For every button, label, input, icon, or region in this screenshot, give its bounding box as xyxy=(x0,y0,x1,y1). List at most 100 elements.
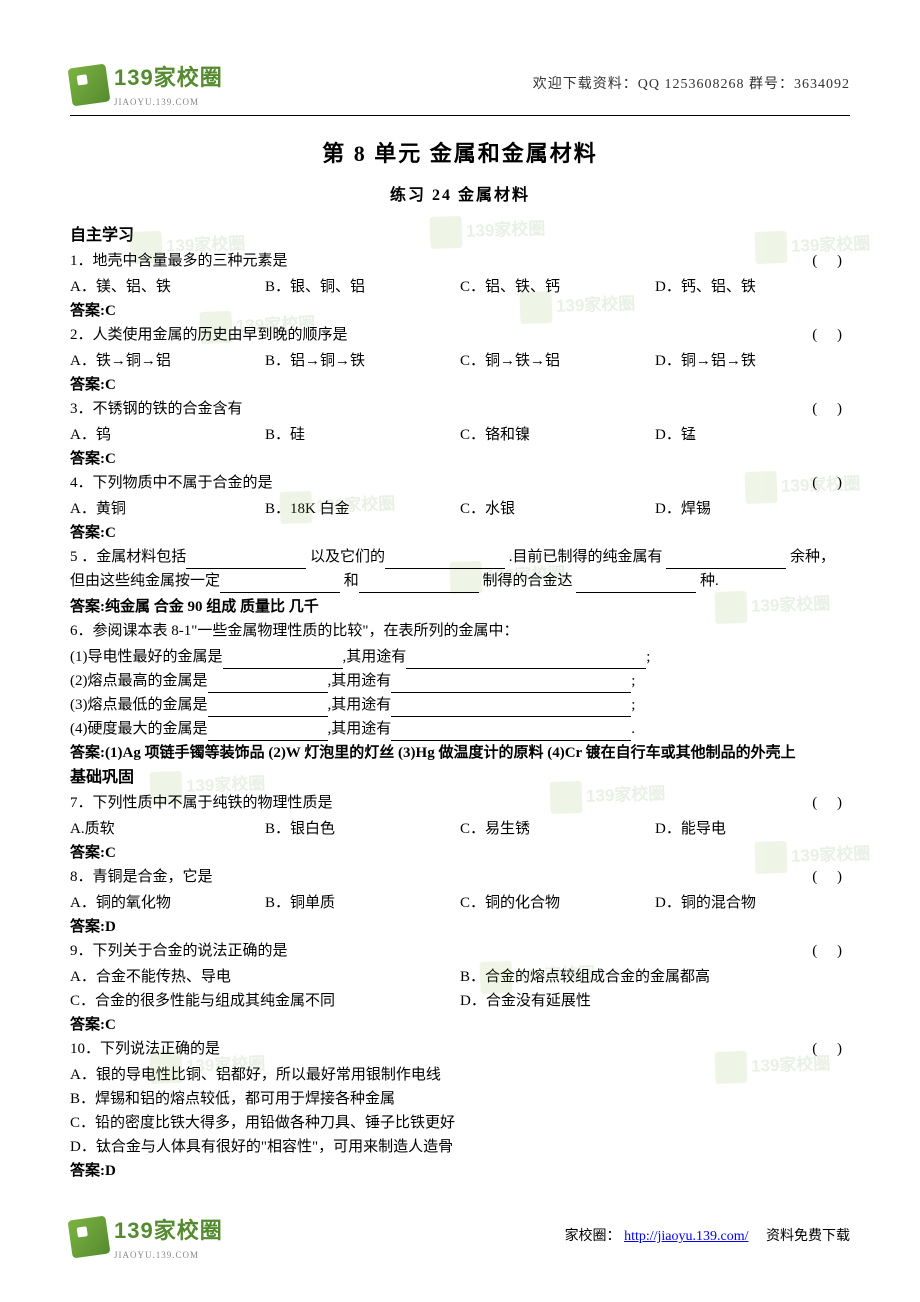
footer-logo: 139家校圈 JIAOYU.139.COM xyxy=(70,1213,223,1263)
q9-opt-c: C．合金的很多性能与组成其纯金属不同 xyxy=(70,989,460,1013)
blank xyxy=(223,651,343,669)
section-autonomous-learning: 自主学习 xyxy=(70,223,850,249)
q10-opt-c: C．铅的密度比铁大得多，用铅做各种刀具、锤子比铁更好 xyxy=(70,1111,850,1135)
answer-paren: ( ) xyxy=(812,323,850,347)
q8-opt-d: D．铜的混合物 xyxy=(655,891,850,915)
q8-opt-b: B．铜单质 xyxy=(265,891,460,915)
q6-l3a: (3)熔点最低的金属是 xyxy=(70,697,208,713)
footer-label: 家校圈： xyxy=(565,1229,621,1244)
q1-opt-d: D．钙、铝、铁 xyxy=(655,275,850,299)
answer-paren: ( ) xyxy=(812,791,850,815)
q10-options: A．银的导电性比铜、铝都好，所以最好常用银制作电线 B．焊锡和铝的熔点较低，都可… xyxy=(70,1063,850,1159)
q3-opt-c: C．铬和镍 xyxy=(460,423,655,447)
q2-opt-b: B．铝→铜→铁 xyxy=(265,349,460,373)
footer-link[interactable]: http://jiaoyu.139.com/ xyxy=(624,1229,748,1244)
q6-l2b: ,其用途有 xyxy=(328,673,392,689)
q3-options: A．钨 B．硅 C．铬和镍 D．锰 xyxy=(70,423,850,447)
q6-line1: (1)导电性最好的金属是,其用途有; xyxy=(70,645,850,669)
q4-options: A．黄铜 B．18K 白金 C．水银 D．焊锡 xyxy=(70,497,850,521)
blank xyxy=(359,575,479,593)
q6-line3: (3)熔点最低的金属是,其用途有; xyxy=(70,693,850,717)
q7-opt-a: A.质软 xyxy=(70,817,265,841)
q1-opt-b: B．银、铜、铝 xyxy=(265,275,460,299)
question-2: 2．人类使用金属的历史由早到晚的顺序是 ( ) xyxy=(70,323,850,347)
unit-title: 第 8 单元 金属和金属材料 xyxy=(70,136,850,171)
q1-options: A．镁、铝、铁 B．银、铜、铝 C．铝、铁、钙 D．钙、铝、铁 xyxy=(70,275,850,299)
section-basics: 基础巩固 xyxy=(70,765,850,791)
footer-text: 家校圈： http://jiaoyu.139.com/ 资料免费下载 xyxy=(565,1226,850,1248)
q3-opt-b: B．硅 xyxy=(265,423,460,447)
q8-options: A．铜的氧化物 B．铜单质 C．铜的化合物 D．铜的混合物 xyxy=(70,891,850,915)
question-10: 10．下列说法正确的是 ( ) xyxy=(70,1037,850,1061)
answer-paren: ( ) xyxy=(812,397,850,421)
q9-answer: 答案:C xyxy=(70,1013,850,1037)
page-footer: 139家校圈 JIAOYU.139.COM 家校圈： http://jiaoyu… xyxy=(70,1213,850,1263)
logo-sub-text: JIAOYU.139.COM xyxy=(114,95,223,109)
q6-l1b: ,其用途有 xyxy=(343,649,407,665)
q1-text: 1．地壳中含量最多的三种元素是 xyxy=(70,253,288,269)
question-3: 3．不锈钢的铁的合金含有 ( ) xyxy=(70,397,850,421)
blank xyxy=(406,651,646,669)
answer-paren: ( ) xyxy=(812,249,850,273)
logo: 139家校圈 JIAOYU.139.COM xyxy=(70,60,223,110)
q5-text-5: 和 xyxy=(344,573,359,589)
blank xyxy=(391,699,631,717)
blank xyxy=(186,551,306,569)
q6-answer: 答案:(1)Ag 项链手镯等装饰品 (2)W 灯泡里的灯丝 (3)Hg 做温度计… xyxy=(70,741,850,765)
logo-icon xyxy=(68,1216,111,1259)
question-1: 1．地壳中含量最多的三种元素是 ( ) xyxy=(70,249,850,273)
q2-opt-c: C．铜→铁→铝 xyxy=(460,349,655,373)
q10-text: 10．下列说法正确的是 xyxy=(70,1041,220,1057)
blank xyxy=(208,675,328,693)
q10-opt-b: B．焊锡和铝的熔点较低，都可用于焊接各种金属 xyxy=(70,1087,850,1111)
q1-opt-a: A．镁、铝、铁 xyxy=(70,275,265,299)
q8-opt-a: A．铜的氧化物 xyxy=(70,891,265,915)
q4-opt-a: A．黄铜 xyxy=(70,497,265,521)
blank xyxy=(220,575,340,593)
logo-main-text: 139家校圈 xyxy=(114,60,223,95)
blank xyxy=(208,699,328,717)
blank xyxy=(391,675,631,693)
q9-opt-d: D．合金没有延展性 xyxy=(460,989,850,1013)
q2-options: A．铁→铜→铝 B．铝→铜→铁 C．铜→铁→铝 D．铜→铝→铁 xyxy=(70,349,850,373)
q9-text: 9．下列关于合金的说法正确的是 xyxy=(70,943,288,959)
blank xyxy=(208,723,328,741)
page-header: 139家校圈 JIAOYU.139.COM 欢迎下载资料：QQ 12536082… xyxy=(70,60,850,116)
q6-l2a: (2)熔点最高的金属是 xyxy=(70,673,208,689)
answer-paren: ( ) xyxy=(812,1037,850,1061)
q1-opt-c: C．铝、铁、钙 xyxy=(460,275,655,299)
question-5: 5 ．金属材料包括 以及它们的 .目前已制得的纯金属有 余种，但由这些纯金属按一… xyxy=(70,545,850,593)
q4-opt-d: D．焊锡 xyxy=(655,497,850,521)
answer-paren: ( ) xyxy=(812,471,850,495)
q2-opt-a: A．铁→铜→铝 xyxy=(70,349,265,373)
q6-l4c: . xyxy=(631,721,635,737)
q3-opt-d: D．锰 xyxy=(655,423,850,447)
q7-options: A.质软 B．银白色 C．易生锈 D．能导电 xyxy=(70,817,850,841)
q5-answer: 答案:纯金属 合金 90 组成 质量比 几千 xyxy=(70,595,850,619)
q6-line4: (4)硬度最大的金属是,其用途有. xyxy=(70,717,850,741)
q2-opt-d: D．铜→铝→铁 xyxy=(655,349,850,373)
q4-opt-c: C．水银 xyxy=(460,497,655,521)
question-7: 7．下列性质中不属于纯铁的物理性质是 ( ) xyxy=(70,791,850,815)
q8-answer: 答案:D xyxy=(70,915,850,939)
q4-opt-b: B．18K 白金 xyxy=(265,497,460,521)
header-info: 欢迎下载资料：QQ 1253608268 群号：3634092 xyxy=(533,74,850,96)
q10-opt-a: A．银的导电性比铜、铝都好，所以最好常用银制作电线 xyxy=(70,1063,850,1087)
q6-l3c: ; xyxy=(631,697,635,713)
blank xyxy=(391,723,631,741)
question-8: 8．青铜是合金，它是 ( ) xyxy=(70,865,850,889)
q2-text: 2．人类使用金属的历史由早到晚的顺序是 xyxy=(70,327,348,343)
q9-options: A．合金不能传热、导电 B．合金的熔点较组成合金的金属都高 C．合金的很多性能与… xyxy=(70,965,850,1013)
q7-answer: 答案:C xyxy=(70,841,850,865)
footer-note: 资料免费下载 xyxy=(766,1229,850,1244)
logo-main-text: 139家校圈 xyxy=(114,1213,223,1248)
q1-answer: 答案:C xyxy=(70,299,850,323)
q6-l4a: (4)硬度最大的金属是 xyxy=(70,721,208,737)
logo-icon xyxy=(68,63,111,106)
answer-paren: ( ) xyxy=(812,939,850,963)
q5-text-3: .目前已制得的纯金属有 xyxy=(509,549,663,565)
q5-text-7: 种. xyxy=(700,573,719,589)
question-9: 9．下列关于合金的说法正确的是 ( ) xyxy=(70,939,850,963)
q6-l2c: ; xyxy=(631,673,635,689)
q5-text-1: 5 ．金属材料包括 xyxy=(70,549,186,565)
